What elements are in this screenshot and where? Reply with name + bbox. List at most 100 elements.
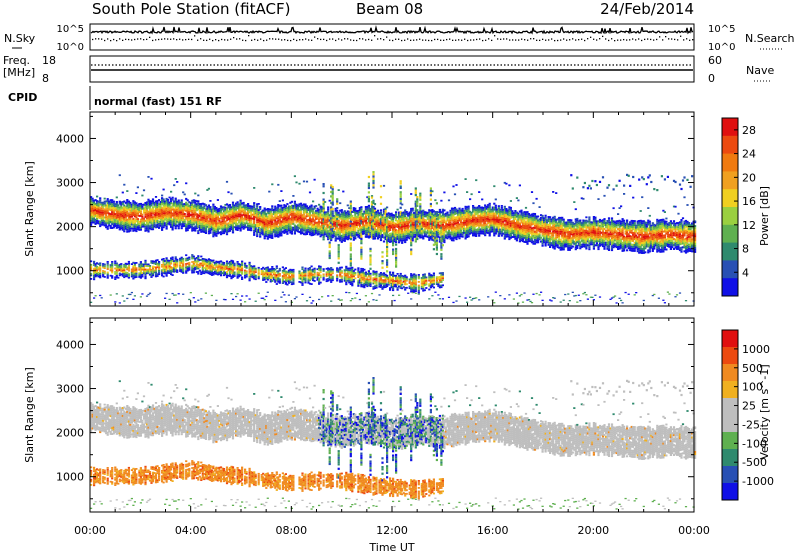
power-cell bbox=[299, 277, 303, 280]
power-cell bbox=[398, 211, 401, 214]
power-cell bbox=[221, 226, 224, 229]
power-cell bbox=[159, 212, 162, 215]
power-cell bbox=[115, 220, 118, 223]
power-cell bbox=[162, 206, 165, 209]
power-cell bbox=[130, 205, 133, 208]
power-cell bbox=[206, 189, 209, 191]
power-cell bbox=[275, 277, 278, 280]
power-cell bbox=[213, 227, 216, 230]
power-cell bbox=[315, 205, 318, 207]
nsearch-dot bbox=[443, 39, 445, 41]
power-cell bbox=[165, 260, 168, 263]
power-cell bbox=[331, 225, 334, 228]
power-cell bbox=[127, 273, 130, 276]
power-cell bbox=[337, 255, 340, 258]
power-cell bbox=[387, 216, 390, 219]
power-cell bbox=[126, 228, 129, 231]
power-cell bbox=[301, 273, 304, 276]
power-cell bbox=[215, 215, 218, 217]
power-cell bbox=[153, 215, 156, 218]
power-cell bbox=[192, 262, 195, 265]
power-cell bbox=[366, 229, 369, 232]
power-cell bbox=[102, 217, 105, 220]
power-cell bbox=[399, 195, 402, 198]
power-cell bbox=[275, 279, 278, 282]
nsearch-dot bbox=[677, 39, 679, 41]
power-cell bbox=[197, 200, 200, 203]
power-cell bbox=[218, 227, 221, 230]
power-cell bbox=[352, 236, 355, 239]
power-cell bbox=[93, 205, 96, 208]
nsearch-dot bbox=[581, 38, 583, 40]
power-cell bbox=[93, 278, 96, 281]
power-cell bbox=[292, 274, 295, 276]
power-cell bbox=[227, 218, 230, 221]
power-cell bbox=[192, 199, 195, 202]
power-cell bbox=[176, 271, 179, 273]
power-cell bbox=[299, 272, 303, 275]
power-cell bbox=[231, 231, 235, 234]
power-cell bbox=[410, 283, 413, 286]
power-cell bbox=[390, 226, 393, 229]
power-cell bbox=[260, 273, 263, 276]
power-cell bbox=[158, 264, 161, 267]
power-cell bbox=[390, 234, 393, 237]
power-cell bbox=[250, 274, 253, 276]
power-cell bbox=[239, 201, 242, 204]
power-cell bbox=[114, 225, 117, 227]
power-cell bbox=[298, 272, 301, 274]
power-cell bbox=[256, 209, 259, 212]
power-cell bbox=[395, 213, 398, 216]
power-cell bbox=[150, 204, 153, 207]
nsearch-dot bbox=[140, 38, 142, 40]
nsearch-dot bbox=[398, 38, 400, 40]
power-cell bbox=[144, 211, 147, 214]
power-cell bbox=[151, 226, 155, 229]
power-cell bbox=[301, 280, 304, 283]
power-cell bbox=[206, 219, 209, 222]
power-cell bbox=[290, 216, 293, 219]
power-cell bbox=[399, 283, 402, 286]
power-cell bbox=[256, 215, 259, 218]
power-cell bbox=[349, 228, 352, 230]
power-cell bbox=[295, 209, 298, 212]
power-cell bbox=[233, 262, 236, 265]
nsearch-dot bbox=[284, 39, 286, 41]
power-cell bbox=[176, 260, 179, 263]
power-cell bbox=[386, 283, 389, 286]
power-cell bbox=[90, 221, 93, 224]
power-cell bbox=[292, 209, 295, 211]
power-cell bbox=[144, 202, 147, 204]
power-cell bbox=[127, 220, 130, 223]
power-cell bbox=[206, 266, 209, 269]
power-cell bbox=[392, 224, 395, 226]
power-cell bbox=[126, 268, 129, 271]
power-cell bbox=[366, 278, 369, 281]
power-cell bbox=[395, 241, 398, 244]
power-cell bbox=[142, 211, 146, 214]
power-cell bbox=[271, 266, 274, 268]
nsearch-dot bbox=[692, 39, 694, 41]
power-cell bbox=[144, 261, 147, 264]
power-cell bbox=[330, 195, 333, 198]
power-cell bbox=[386, 250, 389, 253]
power-cell bbox=[244, 214, 247, 217]
power-cell bbox=[185, 225, 188, 228]
power-cell bbox=[111, 268, 114, 270]
power-cell bbox=[210, 263, 213, 266]
power-cell bbox=[284, 279, 287, 282]
power-cell bbox=[308, 223, 312, 226]
power-cell bbox=[305, 231, 309, 234]
power-cell bbox=[198, 262, 201, 265]
power-cell bbox=[206, 263, 209, 265]
power-cell bbox=[408, 237, 411, 240]
nave-tick-high: 60 bbox=[708, 54, 722, 67]
power-cell bbox=[231, 272, 235, 275]
power-cell bbox=[399, 280, 402, 282]
power-cell bbox=[387, 222, 390, 225]
power-cell bbox=[165, 217, 168, 220]
power-cell bbox=[227, 204, 230, 207]
power-cell bbox=[379, 286, 383, 288]
power-cell bbox=[108, 224, 111, 227]
power-cell bbox=[375, 277, 378, 280]
